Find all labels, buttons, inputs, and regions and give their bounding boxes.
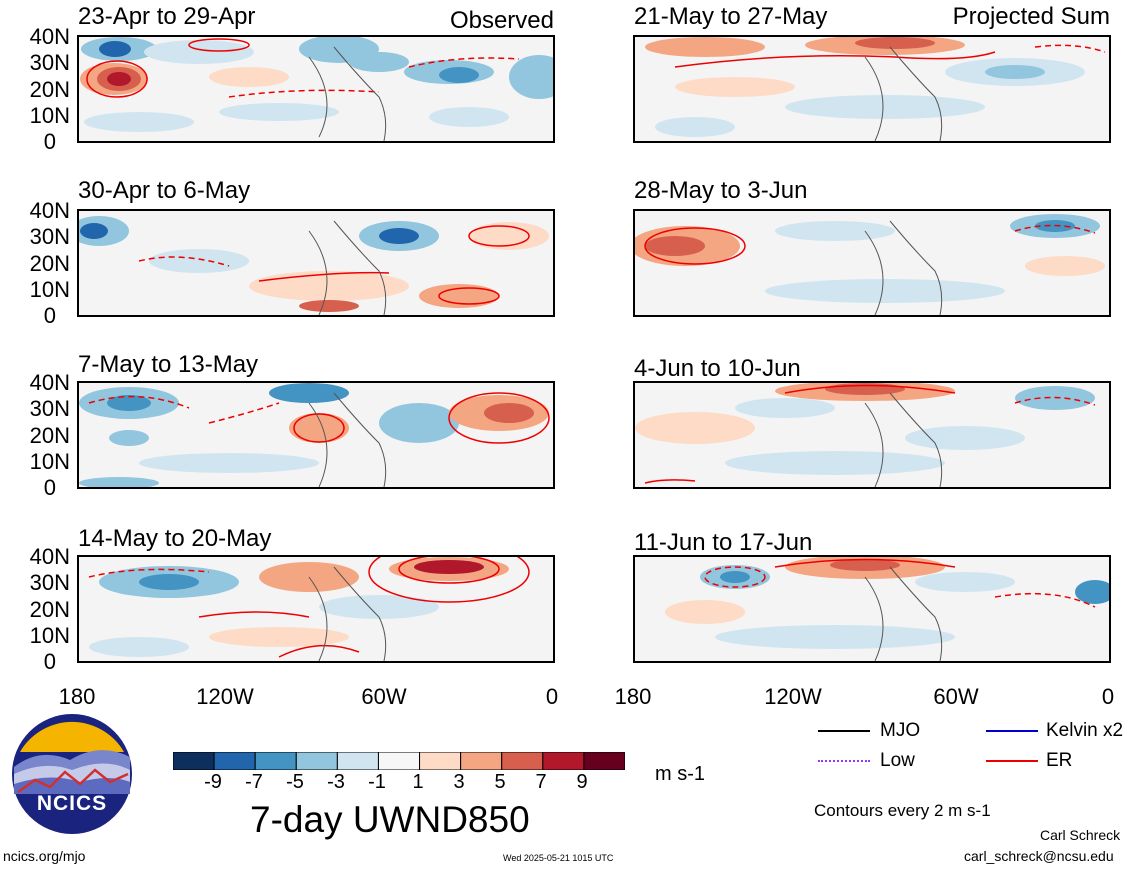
lat-label: 40N <box>29 370 70 395</box>
legend-swatch-mjo <box>818 730 870 732</box>
lon-label: 0 <box>545 684 559 709</box>
map-field <box>635 383 1109 487</box>
map-panel <box>633 555 1111 663</box>
lon-label: 60W <box>933 684 979 709</box>
colorbar-swatch <box>254 751 297 771</box>
lat-label: 20N <box>29 597 70 622</box>
panel-title: 23-Apr to 29-Apr <box>78 3 256 30</box>
panel-title: 28-May to 3-Jun <box>634 177 808 204</box>
map-field <box>79 383 553 487</box>
colorbar-tick: 7 <box>535 771 547 793</box>
colorbar-swatch <box>460 751 503 771</box>
lat-label: 30N <box>29 396 70 421</box>
lat-label: 0 <box>43 129 56 154</box>
map-field <box>79 211 553 315</box>
map-field <box>635 37 1109 141</box>
lat-label: 10N <box>29 103 70 128</box>
author-name: Carl Schreck <box>1040 827 1121 843</box>
lat-label: 30N <box>29 570 70 595</box>
colorbar-tick: -5 <box>286 771 304 793</box>
lat-label: 30N <box>29 50 70 75</box>
panel-corner-label: Projected Sum <box>952 3 1110 30</box>
colorbar-swatch <box>583 751 626 771</box>
colorbar-swatches <box>172 751 626 771</box>
colorbar-tick: -9 <box>204 771 222 793</box>
map-panel <box>77 381 555 489</box>
panel-corner-label: Observed <box>449 7 554 34</box>
legend-label-mjo: MJO <box>880 720 921 741</box>
ncics-logo: NCICS <box>10 712 134 836</box>
colorbar-swatch <box>419 751 462 771</box>
lat-label: 0 <box>43 475 56 500</box>
lat-label: 10N <box>29 277 70 302</box>
map-panel <box>633 35 1111 143</box>
author-email: carl_schreck@ncsu.edu <box>964 848 1114 864</box>
panel-title: 14-May to 20-May <box>78 525 272 552</box>
colorbar-units: m s-1 <box>655 763 705 785</box>
lon-label: 120W <box>764 684 822 709</box>
panel-title: 7-May to 13-May <box>78 351 259 378</box>
colorbar-swatch <box>336 751 379 771</box>
site-url: ncics.org/mjo <box>3 848 86 864</box>
lat-label: 40N <box>29 24 70 49</box>
panel-title: 11-Jun to 17-Jun <box>634 529 813 556</box>
logo-text: NCICS <box>36 792 108 815</box>
legend-swatch-er <box>986 760 1038 762</box>
map-field <box>79 37 553 141</box>
legend-swatch-kelvin <box>986 730 1038 732</box>
map-field <box>635 557 1109 661</box>
timestamp: Wed 2025-05-21 1015 UTC <box>503 853 614 863</box>
map-panel <box>633 381 1111 489</box>
colorbar-swatch <box>542 751 585 771</box>
colorbar <box>172 751 626 771</box>
legend-swatch-low <box>818 760 870 762</box>
lat-label: 10N <box>29 449 70 474</box>
contour-note: Contours every 2 m s-1 <box>814 801 991 820</box>
lat-label: 0 <box>43 303 56 328</box>
colorbar-tick: -3 <box>327 771 345 793</box>
map-panel <box>77 209 555 317</box>
colorbar-tick: -1 <box>368 771 386 793</box>
lat-label: 40N <box>29 544 70 569</box>
colorbar-tick: 9 <box>576 771 588 793</box>
lon-label: 180 <box>58 684 96 709</box>
map-panel <box>77 555 555 663</box>
lat-label: 30N <box>29 224 70 249</box>
lat-label: 20N <box>29 251 70 276</box>
legend-label-kelvin: Kelvin x2 <box>1046 720 1124 741</box>
lon-label: 60W <box>361 684 407 709</box>
map-panel <box>633 209 1111 317</box>
colorbar-tick: 5 <box>494 771 506 793</box>
lon-label: 120W <box>196 684 254 709</box>
colorbar-tick: 3 <box>453 771 465 793</box>
panel-title: 30-Apr to 6-May <box>78 177 251 204</box>
logo-icon <box>12 714 132 834</box>
map-field <box>635 211 1109 315</box>
colorbar-swatch <box>501 751 544 771</box>
lat-label: 40N <box>29 198 70 223</box>
lat-label: 0 <box>43 649 56 674</box>
colorbar-swatch <box>213 751 256 771</box>
colorbar-swatch <box>295 751 338 771</box>
lat-label: 20N <box>29 77 70 102</box>
colorbar-tick: 1 <box>412 771 424 793</box>
legend-label-low: Low <box>880 750 915 771</box>
colorbar-tick: -7 <box>245 771 263 793</box>
panel-title: 21-May to 27-May <box>634 3 828 30</box>
map-field <box>79 557 553 661</box>
lon-label: 180 <box>614 684 652 709</box>
figure-title: 7-day UWND850 <box>250 799 530 840</box>
lat-label: 10N <box>29 623 70 648</box>
lon-label: 0 <box>1101 684 1115 709</box>
colorbar-swatch <box>172 751 215 771</box>
lat-label: 20N <box>29 423 70 448</box>
panel-title: 4-Jun to 10-Jun <box>634 355 801 382</box>
colorbar-swatch <box>377 751 421 771</box>
map-panel <box>77 35 555 143</box>
legend-label-er: ER <box>1046 750 1073 771</box>
